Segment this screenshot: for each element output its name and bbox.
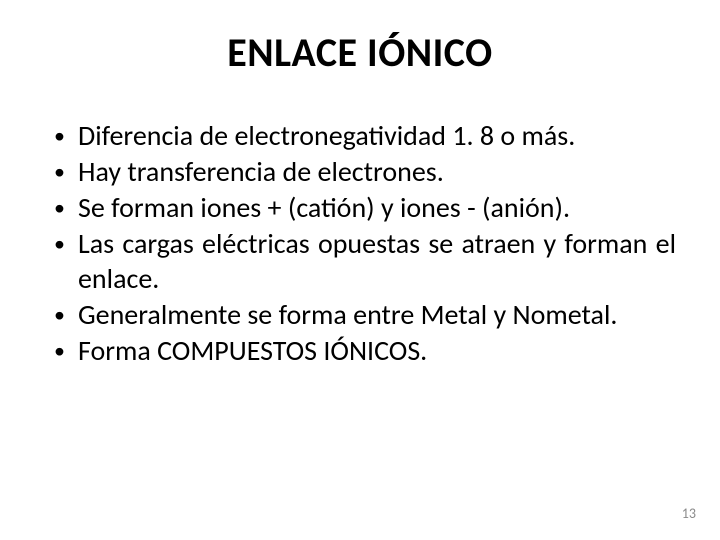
list-item: Las cargas eléctricas opuestas se atraen… xyxy=(78,227,676,295)
list-item: Hay transferencia de electrones. xyxy=(78,155,676,189)
list-item: Forma COMPUESTOS IÓNICOS. xyxy=(78,334,676,368)
bullet-list: Diferencia de electronegatividad 1. 8 o … xyxy=(44,119,676,368)
list-item: Diferencia de electronegatividad 1. 8 o … xyxy=(78,119,676,153)
page-number: 13 xyxy=(682,505,696,522)
slide-title: ENLACE IÓNICO xyxy=(44,28,676,77)
list-item: Generalmente se forma entre Metal y Nome… xyxy=(78,298,676,332)
list-item: Se forman iones + (catión) y iones - (an… xyxy=(78,191,676,225)
